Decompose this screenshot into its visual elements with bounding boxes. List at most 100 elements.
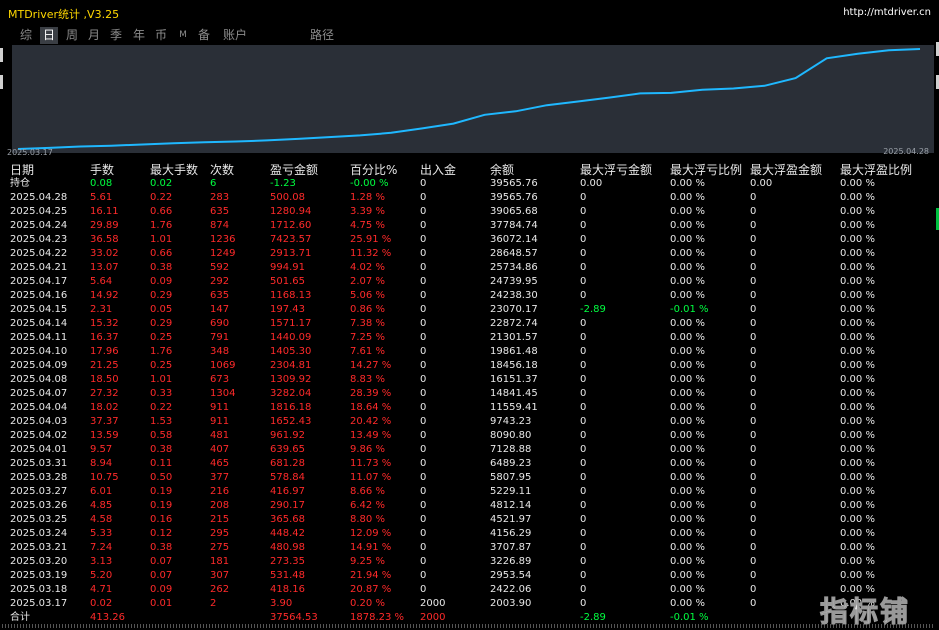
tab-day[interactable]: 日	[40, 27, 58, 44]
cell-max-lots: 0.16	[150, 514, 173, 525]
cell-balance: 21301.57	[490, 332, 538, 343]
cell-max-float-profit-pct: 0.00 %	[840, 248, 875, 259]
table-row: 2025.03.28 10.75 0.50 377 578.84 11.07 % 0 5807…	[2, 471, 935, 485]
cell-percent: 21.94 %	[350, 570, 392, 581]
cell-deposit: 0	[420, 416, 427, 427]
cell-deposit: 0	[420, 346, 427, 357]
cell-date: 2025.04.23	[10, 234, 68, 245]
cell-percent: 11.32 %	[350, 248, 392, 259]
cell-date: 2025.03.27	[10, 486, 68, 497]
table-row: 2025.04.07 27.32 0.33 1304 3282.04 28.39 % 0 14…	[2, 387, 935, 401]
cell-lots: 5.33	[90, 528, 113, 539]
cell-max-float-loss-pct: 0.00 %	[670, 500, 705, 511]
cell-date: 2025.04.10	[10, 346, 68, 357]
cell-max-float-loss-pct: 0.00 %	[670, 290, 705, 301]
total-row: 合计 413.26 37564.53 1878.23 % 2000 -2.89 -0.01 …	[2, 611, 935, 625]
cell-pnl: 290.17	[270, 500, 305, 511]
cell-max-float-profit: 0	[750, 262, 757, 273]
cell-percent: 7.38 %	[350, 318, 385, 329]
cell-date: 2025.04.11	[10, 332, 68, 343]
cell-max-float-loss: 0	[580, 360, 587, 371]
cell-max-float-loss: 0	[580, 276, 587, 287]
cell-percent: 8.66 %	[350, 486, 385, 497]
tab-month[interactable]: 月	[87, 28, 100, 42]
cell-max-float-loss: 0	[580, 514, 587, 525]
cell-max-float-loss-pct: 0.00 %	[670, 458, 705, 469]
site-link[interactable]: http://mtdriver.cn	[843, 7, 931, 18]
cell-date: 2025.03.18	[10, 584, 68, 595]
cell-percent: -0.00 %	[350, 178, 389, 189]
cell-max-float-profit: 0	[750, 248, 757, 259]
cell-max-float-profit-pct: 0.00 %	[840, 234, 875, 245]
cell-percent: 18.64 %	[350, 402, 392, 413]
cell-percent: 3.39 %	[350, 206, 385, 217]
cell-count: 181	[210, 556, 230, 567]
cell-deposit: 0	[420, 584, 427, 595]
cell-count: 673	[210, 374, 230, 385]
cell-max-float-loss: 0	[580, 444, 587, 455]
cell-max-float-loss-pct: 0.00 %	[670, 598, 705, 609]
cell-pnl: 416.97	[270, 486, 305, 497]
cell-deposit: 0	[420, 430, 427, 441]
tab-account[interactable]: 账户	[222, 28, 247, 42]
tab-backup[interactable]: 备	[197, 28, 210, 42]
cell-max-float-profit: 0	[750, 598, 757, 609]
cell-balance: 36072.14	[490, 234, 538, 245]
tab-week[interactable]: 周	[65, 28, 78, 42]
cell-max-float-profit: 0	[750, 276, 757, 287]
cell-max-float-profit: 0	[750, 486, 757, 497]
cell-lots: 0.02	[90, 598, 113, 609]
cell-max-float-profit: 0	[750, 444, 757, 455]
cell-balance: 39065.68	[490, 206, 538, 217]
cell-max-float-loss: -2.89	[580, 612, 606, 623]
table-row: 2025.04.21 13.07 0.38 592 994.91 4.02 % 0 25734…	[2, 261, 935, 275]
cell-count: 465	[210, 458, 230, 469]
cell-percent: 11.07 %	[350, 472, 392, 483]
tab-year[interactable]: 年	[132, 28, 145, 42]
tab-m[interactable]: M	[179, 30, 187, 40]
cell-lots: 16.11	[90, 206, 119, 217]
cell-date: 2025.03.31	[10, 458, 68, 469]
cell-lots: 10.75	[90, 472, 119, 483]
cell-max-float-loss-pct: 0.00 %	[670, 346, 705, 357]
cell-max-float-profit: 0	[750, 416, 757, 427]
cell-max-float-profit: 0	[750, 374, 757, 385]
cell-max-lots: 0.07	[150, 570, 173, 581]
cell-max-float-loss-pct: 0.00 %	[670, 178, 705, 189]
cell-date: 2025.04.14	[10, 318, 68, 329]
cell-count: 911	[210, 416, 230, 427]
tab-quarter[interactable]: 季	[109, 28, 122, 42]
cell-date: 2025.04.03	[10, 416, 68, 427]
cell-balance: 16151.37	[490, 374, 538, 385]
cell-max-float-loss: 0	[580, 430, 587, 441]
tab-path[interactable]: 路径	[309, 28, 334, 42]
cell-max-float-loss-pct: 0.00 %	[670, 332, 705, 343]
cell-max-float-profit: 0	[750, 570, 757, 581]
tab-summary[interactable]: 综	[19, 28, 32, 42]
cell-percent: 6.42 %	[350, 500, 385, 511]
cell-max-float-profit: 0	[750, 234, 757, 245]
cell-pnl: 197.43	[270, 304, 305, 315]
cell-lots: 4.58	[90, 514, 113, 525]
cell-lots: 6.01	[90, 486, 113, 497]
cell-balance: 39565.76	[490, 192, 538, 203]
cell-max-float-profit-pct: 0.00 %	[840, 374, 875, 385]
cell-pnl: 盈亏金额	[270, 163, 319, 177]
cell-max-float-profit: 0	[750, 290, 757, 301]
tab-symbol[interactable]: 币	[154, 28, 167, 42]
cell-max-float-loss: 0	[580, 500, 587, 511]
cell-pnl: 1405.30	[270, 346, 312, 357]
cell-max-float-loss-pct: 0.00 %	[670, 206, 705, 217]
cell-deposit: 2000	[420, 598, 446, 609]
cell-date: 2025.04.17	[10, 276, 68, 287]
cell-deposit: 0	[420, 192, 427, 203]
cell-lots: 8.94	[90, 458, 113, 469]
cell-deposit: 0	[420, 444, 427, 455]
cell-max-float-profit-pct: 0.00 %	[840, 346, 875, 357]
cell-max-float-profit: 0	[750, 472, 757, 483]
cell-max-float-loss-pct: 0.00 %	[670, 276, 705, 287]
cell-max-float-profit: 0	[750, 430, 757, 441]
cell-max-float-profit-pct: 0.00 %	[840, 514, 875, 525]
cell-max-float-profit: 0	[750, 458, 757, 469]
cell-balance: 23070.17	[490, 304, 538, 315]
